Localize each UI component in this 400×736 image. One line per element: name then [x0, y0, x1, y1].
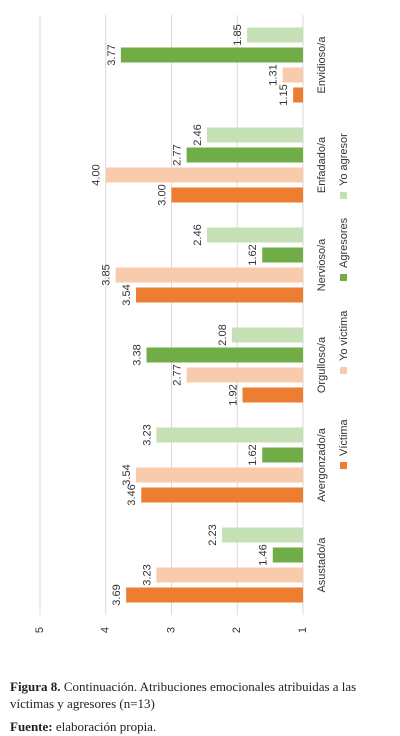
category-label: Enfadado/a — [316, 136, 328, 193]
bar — [247, 27, 303, 43]
y-tick-label: 2 — [231, 627, 243, 633]
caption-label: Figura 8. — [10, 679, 61, 694]
value-label: 2.46 — [192, 224, 204, 245]
bar — [171, 187, 303, 203]
value-label: 2.23 — [207, 524, 219, 545]
value-label: 1.92 — [227, 384, 239, 405]
y-tick-label: 5 — [34, 627, 46, 633]
bar — [282, 67, 303, 83]
caption: Figura 8. Continuación. Atribuciones emo… — [10, 678, 390, 712]
value-label: 3.69 — [111, 584, 123, 605]
source: Fuente: elaboración propia. — [10, 718, 390, 735]
legend-label: Agresores — [338, 217, 350, 268]
source-label: Fuente: — [10, 719, 53, 734]
value-label: 2.46 — [192, 124, 204, 145]
value-label: 3.54 — [121, 464, 133, 485]
bar — [272, 547, 303, 563]
bar — [231, 327, 303, 343]
bar — [156, 427, 303, 443]
bar — [120, 47, 303, 63]
category-label: Nervioso/a — [316, 238, 328, 291]
legend-swatch — [340, 367, 347, 374]
caption-text: Continuación. Atribuciones emocionales a… — [10, 679, 357, 711]
value-label: 2.77 — [172, 364, 184, 385]
value-label: 1.46 — [258, 544, 270, 565]
value-label: 4.00 — [91, 164, 103, 185]
value-label: 3.77 — [106, 44, 118, 65]
value-label: 3.46 — [126, 484, 138, 505]
bar — [222, 527, 303, 543]
category-label: Avergonzado/a — [316, 427, 328, 502]
bar — [135, 287, 303, 303]
value-label: 1.85 — [232, 24, 244, 45]
bar — [262, 447, 303, 463]
category-label: Orgulloso/a — [316, 336, 328, 393]
bar — [207, 227, 303, 243]
value-label: 2.77 — [172, 144, 184, 165]
y-tick-label: 1 — [297, 627, 309, 633]
bar — [115, 267, 303, 283]
legend-label: Víctima — [338, 418, 350, 456]
bar — [207, 127, 303, 143]
value-label: 3.54 — [121, 284, 133, 305]
bar — [105, 167, 303, 183]
bar — [156, 567, 303, 583]
value-label: 3.38 — [131, 344, 143, 365]
legend-swatch — [340, 192, 347, 199]
bar — [126, 587, 303, 603]
bar — [141, 487, 303, 503]
value-label: 1.31 — [268, 64, 280, 85]
source-text: elaboración propia. — [55, 719, 157, 734]
bar — [146, 347, 303, 363]
bar — [135, 467, 303, 483]
bar — [262, 247, 303, 263]
y-tick-label: 3 — [165, 627, 177, 633]
value-label: 1.62 — [247, 444, 259, 465]
legend-swatch — [340, 274, 347, 281]
value-label: 3.23 — [141, 564, 153, 585]
value-label: 2.08 — [217, 324, 229, 345]
bar — [186, 147, 303, 163]
legend-label: Yo víctima — [338, 310, 350, 361]
value-label: 3.85 — [101, 264, 113, 285]
value-label: 1.15 — [278, 84, 290, 105]
bar — [293, 87, 303, 103]
value-label: 3.00 — [156, 184, 168, 205]
category-label: Asustado/a — [316, 537, 328, 593]
category-label: Envidioso/a — [316, 36, 328, 94]
bar — [242, 387, 303, 403]
bar — [186, 367, 303, 383]
chart: 1 2 3 4 5 Asustado/a 3.69 3.23 1.46 2.23 Avergonza… — [34, 15, 350, 633]
y-tick-label: 4 — [100, 627, 112, 633]
legend-swatch — [340, 462, 347, 469]
value-label: 1.62 — [247, 244, 259, 265]
value-label: 3.23 — [141, 424, 153, 445]
legend-label: Yo agresor — [338, 133, 350, 186]
